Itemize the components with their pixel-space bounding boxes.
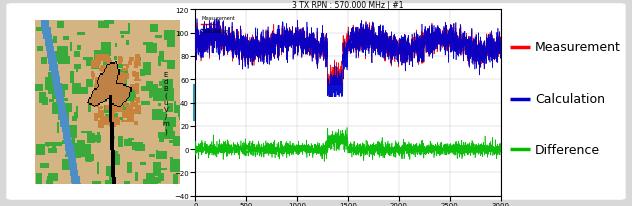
Text: Measurement: Measurement [202,16,235,21]
Y-axis label: E
d
B
(
u
V
/
m
): E d B ( u V / m ) [162,72,169,134]
Text: Difference: Difference [535,143,600,156]
Text: Measurement: Measurement [535,41,621,54]
Text: Calculation: Calculation [535,93,605,106]
Polygon shape [193,72,228,134]
Title: 3 TX RPN : 570.000 MHz | #1: 3 TX RPN : 570.000 MHz | #1 [292,1,404,10]
Text: Calculation: Calculation [202,29,229,34]
